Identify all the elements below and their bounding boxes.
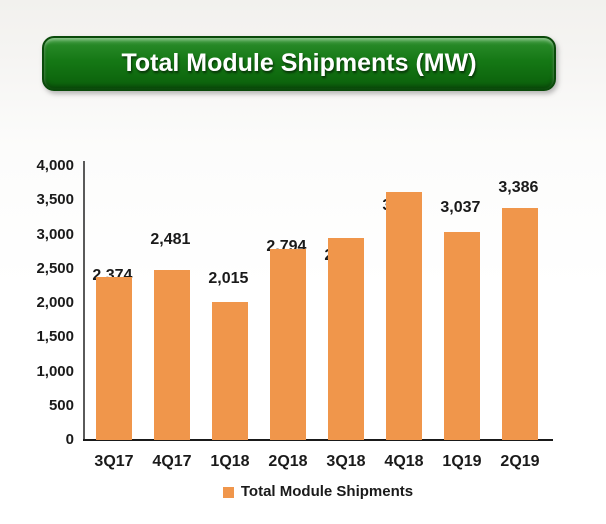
x-axis-label-3q17: 3Q17 xyxy=(94,453,134,470)
bar-4q18 xyxy=(386,192,422,440)
y-axis-line xyxy=(83,161,85,441)
bar-group-4q17: 2,481 4Q17 xyxy=(150,0,192,524)
y-axis-tick-label: 3,500 xyxy=(36,191,74,208)
bar-2q19 xyxy=(502,208,538,440)
bar-3q17 xyxy=(96,277,132,440)
bar-value-label: 3,386 xyxy=(498,179,539,196)
x-axis-line xyxy=(83,439,553,441)
bar-1q19 xyxy=(444,232,480,440)
bar-group-4q18: 3,618 4Q18 xyxy=(382,0,424,524)
x-axis-label-4q18: 4Q18 xyxy=(384,453,424,470)
x-axis-label-2q18: 2Q18 xyxy=(268,453,308,470)
bar-value-label: 3,037 xyxy=(440,199,481,216)
y-axis-tick-label: 500 xyxy=(48,397,74,414)
x-axis-label-4q17: 4Q17 xyxy=(152,453,192,470)
x-axis-label-1q18: 1Q18 xyxy=(210,453,250,470)
y-axis-tick-label: 0 xyxy=(65,431,74,448)
legend-marker-square xyxy=(222,486,234,498)
bar-value-label: 2,481 xyxy=(150,231,191,248)
bar-group-3q17: 2,374 3Q17 xyxy=(92,0,134,524)
bar-4q17 xyxy=(154,270,190,440)
bar-3q18 xyxy=(328,238,364,440)
legend: Total Module Shipments xyxy=(83,484,553,500)
bar-group-1q19: 3,037 1Q19 xyxy=(440,0,482,524)
x-axis-label-1q19: 1Q19 xyxy=(442,453,482,470)
bar-group-2q19: 3,386 2Q19 xyxy=(498,0,540,524)
chart-title-banner: Total Module Shipments (MW) xyxy=(42,36,556,91)
y-axis-tick-label: 4,000 xyxy=(36,157,74,174)
x-axis-label-2q19: 2Q19 xyxy=(500,453,540,470)
chart-title: Total Module Shipments (MW) xyxy=(121,49,477,77)
y-axis-tick-label: 1,500 xyxy=(36,328,74,345)
bar-group-1q18: 2,015 1Q18 xyxy=(208,0,250,524)
bar-2q18 xyxy=(270,249,306,440)
x-axis-label-3q18: 3Q18 xyxy=(326,453,366,470)
y-axis-tick-label: 2,000 xyxy=(36,294,74,311)
y-axis-tick-label: 1,000 xyxy=(36,363,74,380)
bar-group-3q18: 2,953 3Q18 xyxy=(324,0,366,524)
y-axis-tick-label: 3,000 xyxy=(36,226,74,243)
bar-value-label: 2,015 xyxy=(208,270,249,287)
legend-label: Total Module Shipments xyxy=(240,483,414,500)
bar-group-2q18: 2,794 2Q18 xyxy=(266,0,308,524)
bar-1q18 xyxy=(212,302,248,440)
y-axis-tick-label: 2,500 xyxy=(36,260,74,277)
